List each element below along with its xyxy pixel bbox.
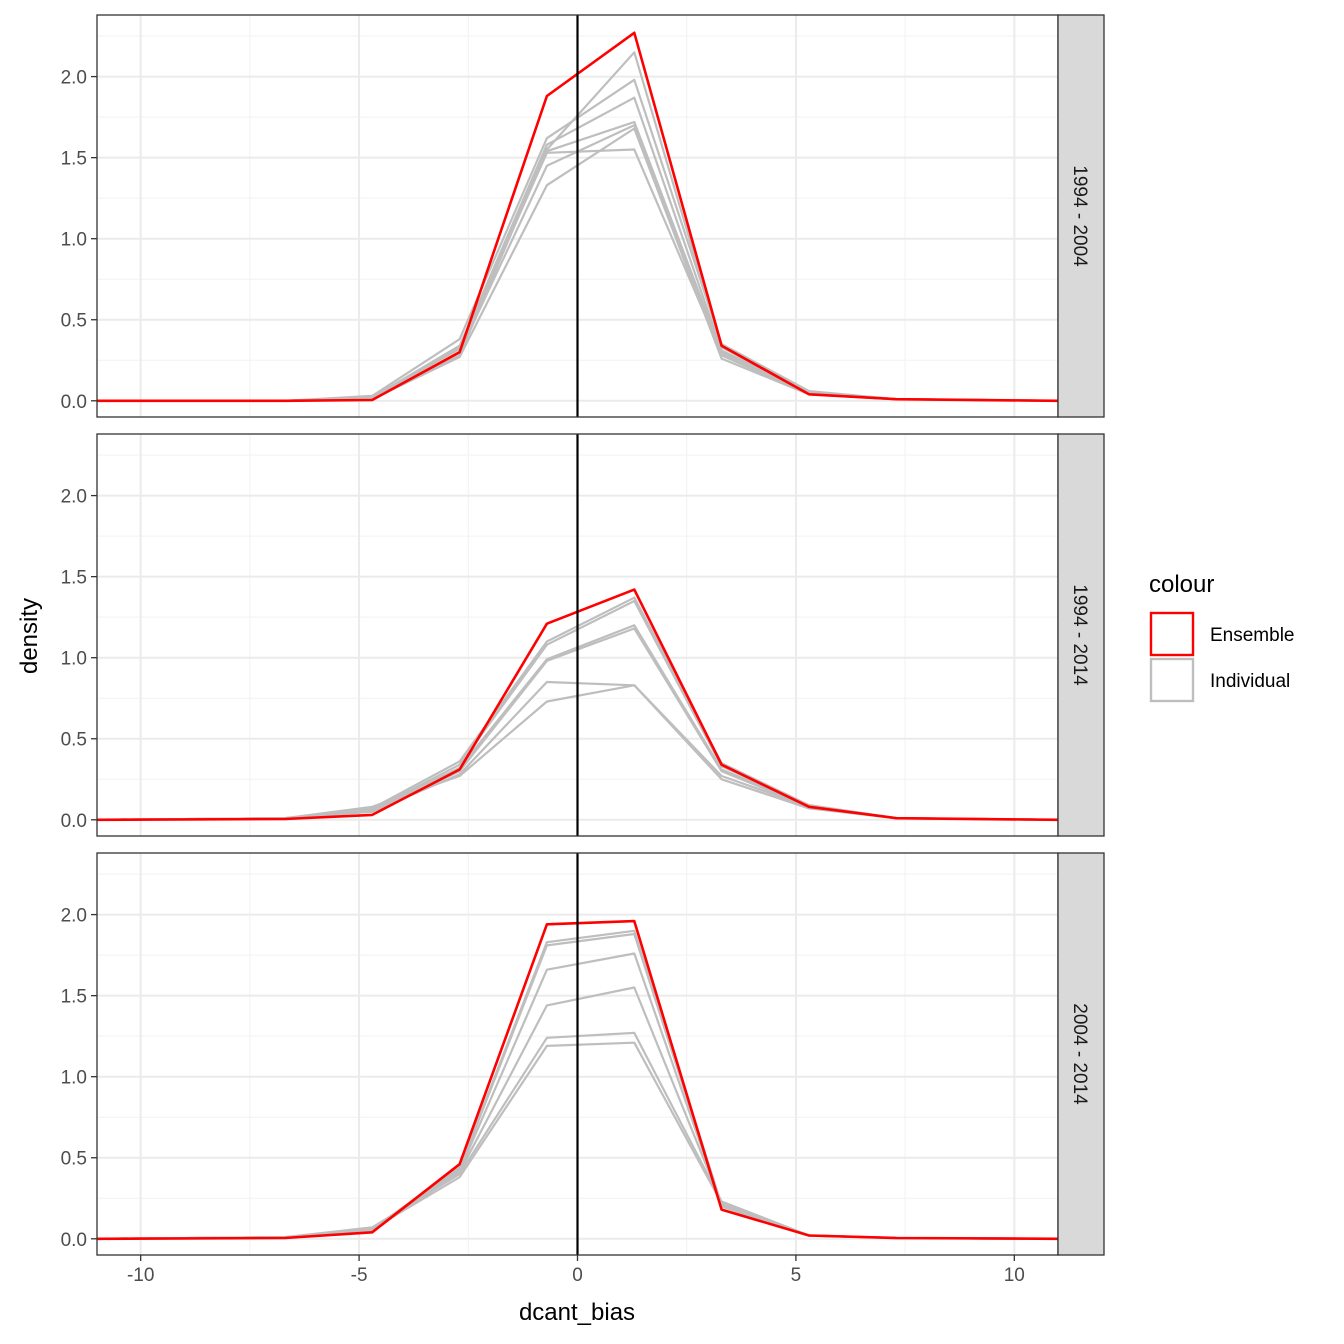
legend-key-individual xyxy=(1149,657,1195,703)
ensemble-line xyxy=(97,31,1059,403)
facet-strip xyxy=(1057,433,1105,837)
facet-strip-label: 1994 - 2004 xyxy=(1069,165,1090,267)
y-tick-label: 0.5 xyxy=(61,311,87,332)
panel-3: 2004 - 2014 0.0 0.5 1.0 1.5 2.0 xyxy=(61,852,1105,1256)
x-tick-label: 10 xyxy=(1004,1265,1025,1286)
y-axis-title: density xyxy=(16,598,43,674)
facet-strip xyxy=(1057,852,1105,1256)
y-tick-label: 1.0 xyxy=(61,649,87,670)
y-tick-label: 1.0 xyxy=(61,1068,87,1089)
ensemble-line xyxy=(96,588,1059,822)
y-tick-label: 2.0 xyxy=(61,906,87,927)
facet-strip xyxy=(1057,14,1105,418)
y-tick-label: 1.5 xyxy=(61,149,87,170)
facet-strip-label: 2004 - 2014 xyxy=(1069,1003,1090,1105)
x-tick-label: -10 xyxy=(127,1265,154,1286)
panel-2: 1994 - 2014 0.0 0.5 1.0 1.5 2.0 xyxy=(61,433,1105,837)
y-tick-label: 1.5 xyxy=(61,987,87,1008)
legend-title: colour xyxy=(1149,571,1214,598)
y-tick-label: 2.0 xyxy=(61,68,87,89)
legend-key-ensemble xyxy=(1149,611,1195,657)
panels: 1994 - 2004 0.0 0.5 1.0 1.5 2.0 1994 - 2014 0.0… xyxy=(61,14,1105,1256)
y-tick-label: 1.0 xyxy=(61,230,87,251)
x-axis-title: dcant_bias xyxy=(519,1299,635,1326)
y-tick-label: 0.0 xyxy=(61,811,87,832)
legend-label-ensemble: Ensemble xyxy=(1210,625,1295,646)
y-tick-label: 0.5 xyxy=(61,1149,87,1170)
facet-strip-label: 1994 - 2014 xyxy=(1069,584,1090,686)
panel-1: 1994 - 2004 0.0 0.5 1.0 1.5 2.0 xyxy=(61,14,1105,418)
ensemble-line xyxy=(96,919,1059,1241)
x-tick-label: -5 xyxy=(351,1265,368,1286)
x-axis: -10 -5 0 5 10 xyxy=(127,1255,1025,1286)
x-tick-label: 0 xyxy=(572,1265,583,1286)
legend-label-individual: Individual xyxy=(1210,671,1290,692)
y-tick-label: 1.5 xyxy=(61,568,87,589)
y-tick-label: 2.0 xyxy=(61,487,87,508)
y-tick-label: 0.0 xyxy=(61,392,87,413)
legend: colour Ensemble Individual xyxy=(1149,571,1295,703)
y-tick-label: 0.0 xyxy=(61,1230,87,1251)
y-tick-label: 0.5 xyxy=(61,730,87,751)
x-tick-label: 5 xyxy=(791,1265,802,1286)
